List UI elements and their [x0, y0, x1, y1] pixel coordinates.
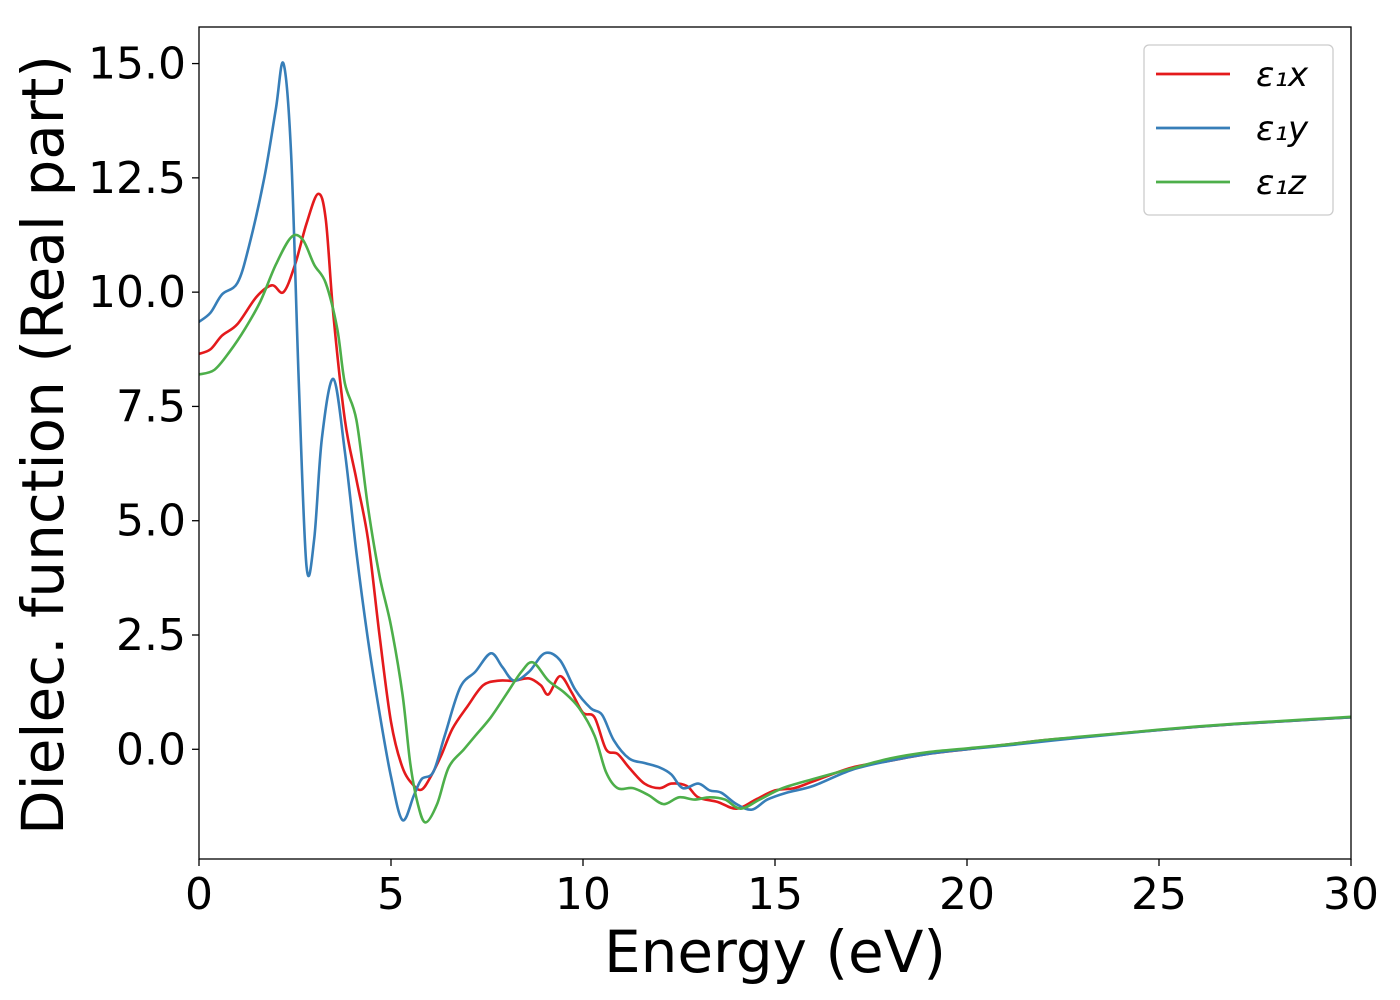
- x-tick-label: 0: [185, 869, 213, 920]
- y-tick-label: 0.0: [116, 724, 186, 775]
- x-tick-label: 30: [1323, 869, 1379, 920]
- y-tick-label: 7.5: [116, 381, 186, 432]
- y-tick-label: 12.5: [88, 153, 186, 204]
- x-tick-label: 25: [1131, 869, 1187, 920]
- y-tick-label: 10.0: [88, 267, 186, 318]
- x-tick-label: 10: [555, 869, 611, 920]
- x-axis-title: Energy (eV): [604, 918, 946, 986]
- legend-label-eps1y: ε₁y: [1256, 109, 1309, 149]
- series-group: [199, 61, 1351, 824]
- y-tick-label: 2.5: [116, 610, 186, 661]
- plot-area: [198, 26, 1352, 860]
- y-tick-label: 5.0: [116, 496, 186, 547]
- legend-label-eps1z: ε₁z: [1256, 163, 1307, 203]
- y-tick-label: 15.0: [88, 39, 186, 90]
- y-axis-title: Dielec. function (Real part): [9, 55, 77, 835]
- legend-box: [1143, 44, 1334, 216]
- x-axis: 0 5 10 15 20 25 30: [185, 859, 1379, 920]
- x-tick-label: 20: [939, 869, 995, 920]
- x-tick-label: 15: [747, 869, 803, 920]
- legend: ε₁x ε₁y ε₁z: [1143, 44, 1334, 216]
- series-line-eps1z: [199, 233, 1351, 824]
- series-line-eps1y: [199, 61, 1351, 822]
- y-axis: 0.0 2.5 5.0 7.5 10.0 12.5 15.0: [88, 39, 199, 775]
- x-tick-label: 5: [377, 869, 405, 920]
- legend-label-eps1x: ε₁x: [1256, 55, 1309, 95]
